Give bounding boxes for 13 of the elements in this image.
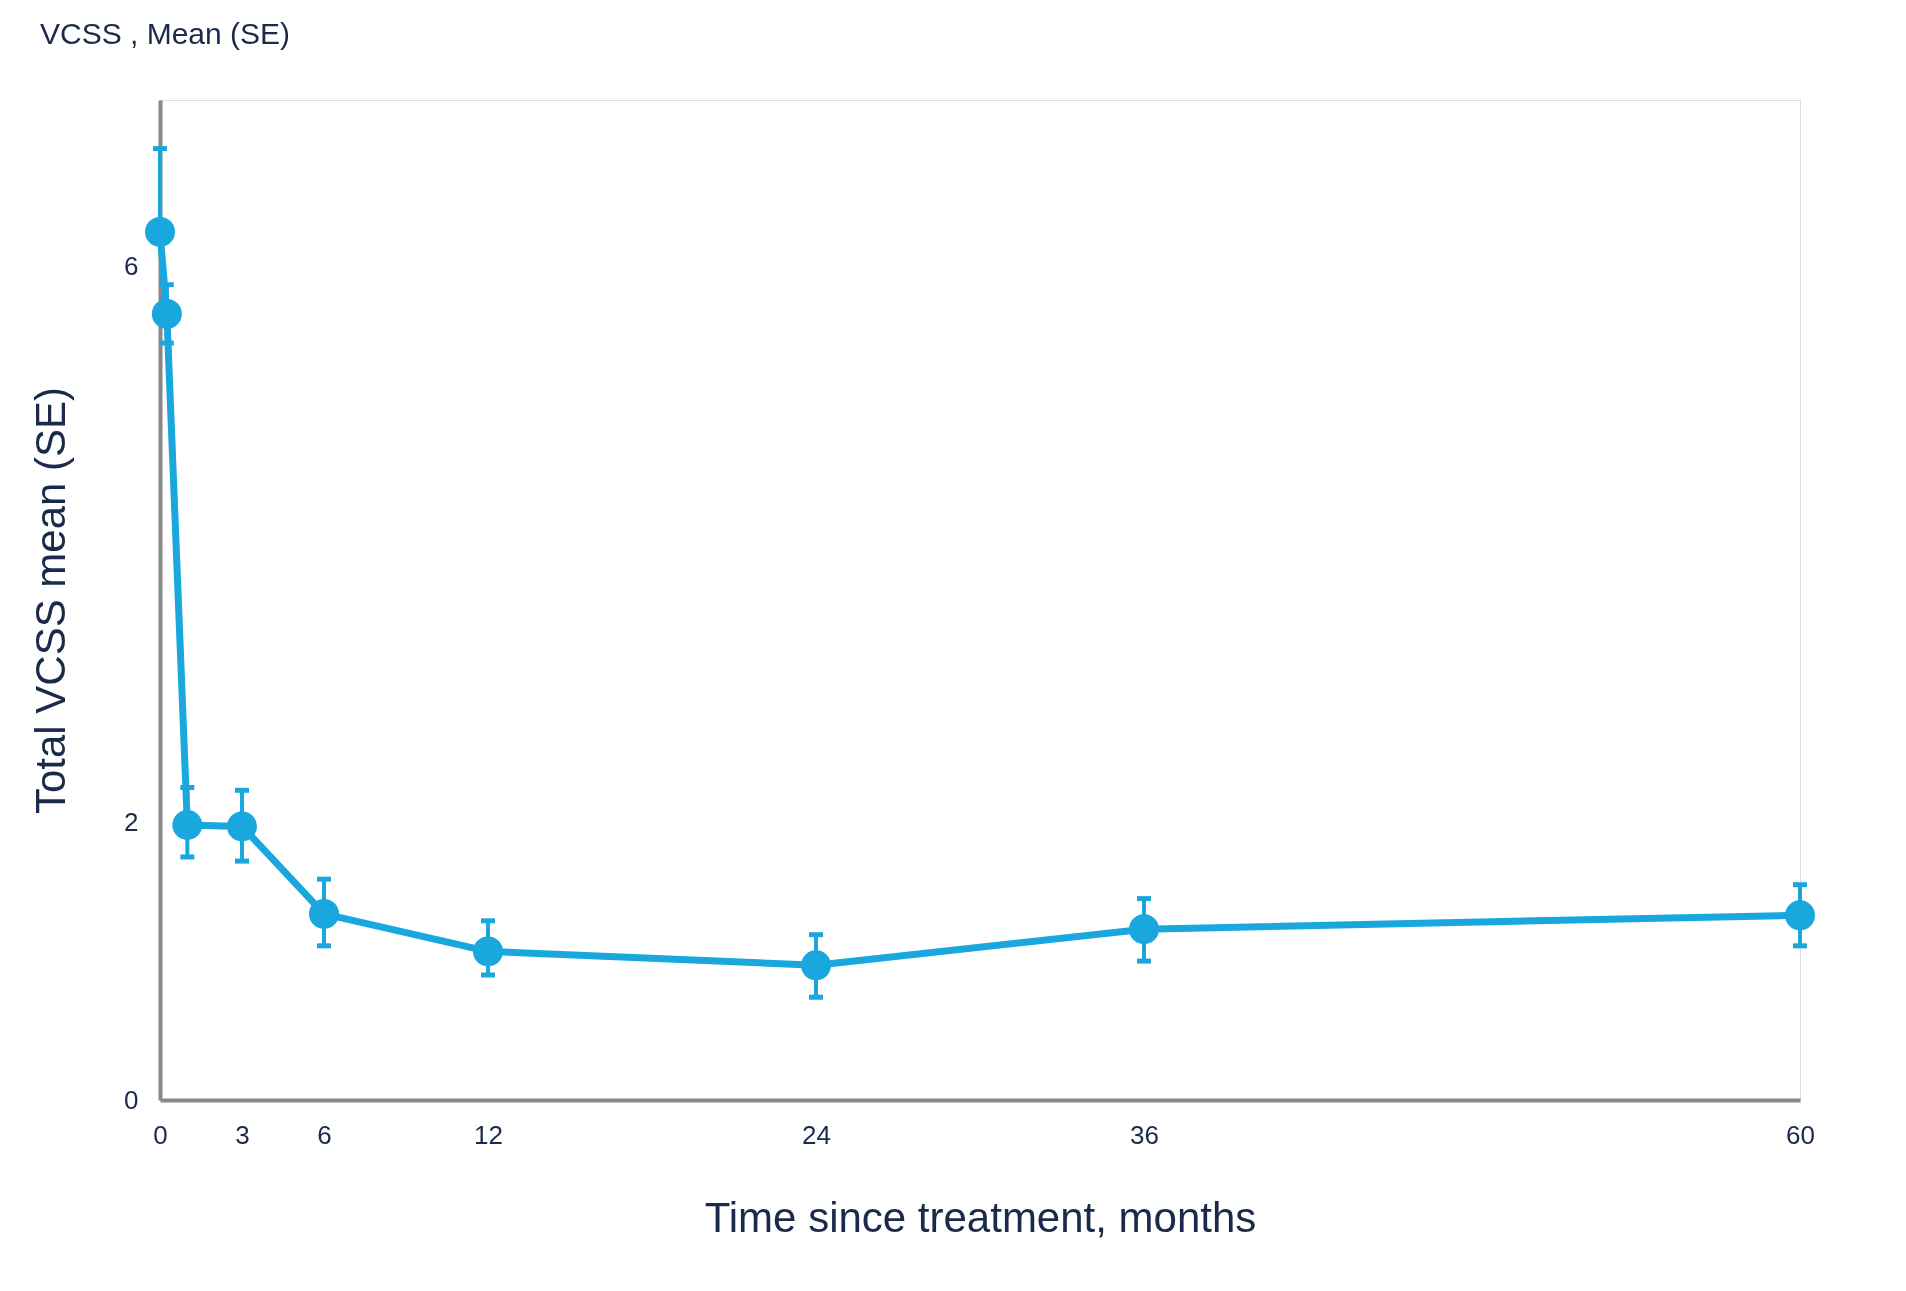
y-tick-label: 6 [124, 251, 139, 282]
y-tick-label: 0 [124, 1084, 139, 1115]
x-tick-label: 12 [474, 1119, 503, 1150]
x-tick-label: 6 [317, 1119, 332, 1150]
x-tick-label: 0 [153, 1119, 168, 1150]
x-tick-label: 60 [1786, 1119, 1815, 1150]
x-axis-title: Time since treatment, months [704, 1193, 1257, 1241]
chart-title: VCSS , Mean (SE) [40, 17, 291, 50]
y-axis-title: Total VCSS mean (SE) [27, 386, 75, 815]
x-tick-label: 3 [235, 1119, 250, 1150]
y-tick-label: 2 [124, 806, 139, 837]
x-tick-label: 24 [802, 1119, 831, 1150]
x-tick-label: 36 [1130, 1119, 1159, 1150]
